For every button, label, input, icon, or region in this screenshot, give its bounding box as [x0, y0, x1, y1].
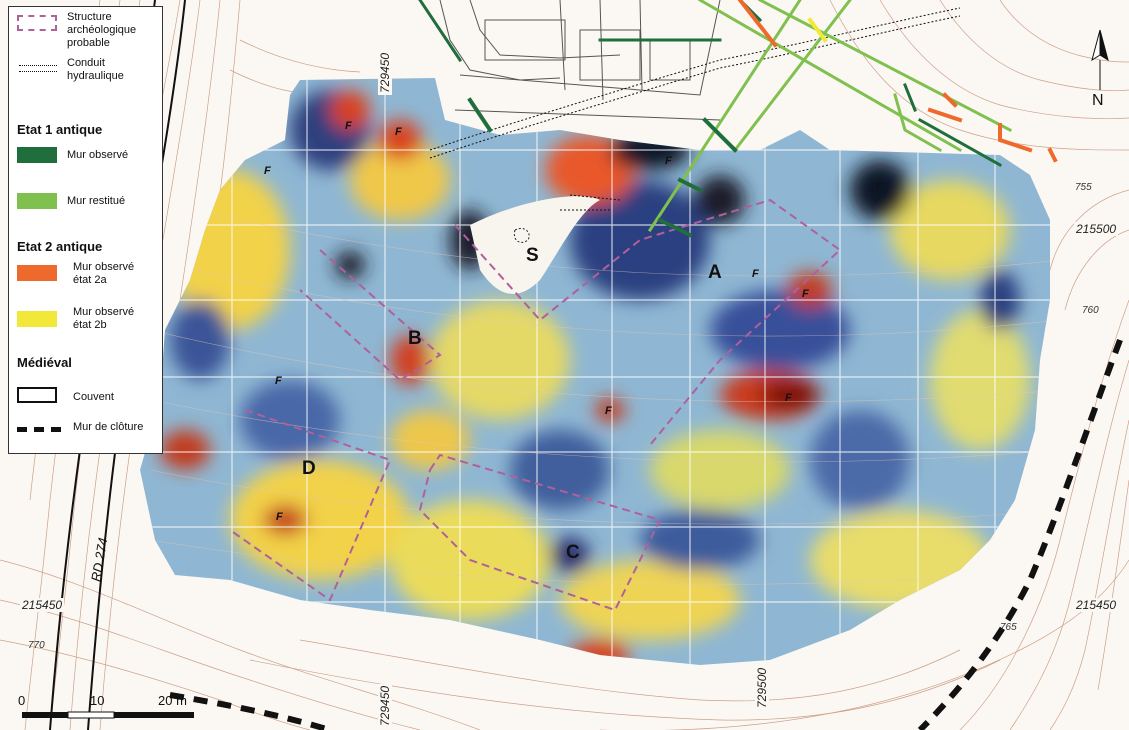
cloture-swatch — [17, 427, 61, 432]
f-label: F — [605, 405, 612, 417]
zone-s-label: S — [526, 245, 539, 266]
legend-mur-restitue: Mur restitué — [67, 195, 126, 207]
zone-c-label: C — [566, 542, 580, 563]
coord-x-bottom-2: 729500 — [755, 665, 769, 710]
coord-x-top-1: 729450 — [378, 50, 392, 95]
scale-bar — [22, 711, 194, 719]
structure-swatch — [17, 15, 57, 31]
legend-etat2-title: Etat 2 antique — [17, 239, 103, 254]
scale-twenty: 20 m — [158, 693, 187, 708]
scale-zero: 0 — [18, 693, 26, 708]
enclosure-wall — [169, 338, 1123, 730]
zone-a-label: A — [708, 262, 722, 283]
legend-structure: Structure archéologique probable — [67, 11, 137, 49]
legend-conduit: Conduit hydraulique — [67, 57, 124, 82]
f-label: F — [276, 511, 283, 523]
coord-y-left-2: 215450 — [20, 598, 65, 612]
scale-ten: 10 — [90, 693, 105, 708]
north-label: N — [1092, 92, 1104, 109]
north-arrow — [1091, 29, 1109, 90]
f-label: F — [665, 155, 672, 167]
f-label: F — [345, 120, 352, 132]
legend: Structure archéologique probable Conduit… — [8, 6, 163, 454]
coord-y-right-2: 215450 — [1074, 598, 1119, 612]
conduit-swatch — [19, 65, 57, 72]
couvent-swatch — [17, 387, 57, 403]
mur-2b-swatch — [17, 311, 57, 327]
contour-770: 770 — [28, 640, 45, 651]
f-label: F — [264, 165, 271, 177]
f-label: F — [785, 392, 792, 404]
f-label: F — [275, 375, 282, 387]
coord-y-right-1: 215500 — [1074, 222, 1119, 236]
legend-mur-cloture: Mur de clôture — [73, 421, 144, 433]
f-label: F — [876, 181, 883, 193]
contour-765: 765 — [1000, 622, 1017, 633]
probable-structures — [229, 198, 842, 612]
zone-b-label: B — [408, 328, 422, 349]
mur-restitue-swatch — [17, 193, 57, 209]
legend-medieval-title: Médiéval — [17, 355, 72, 370]
hydraulic-conduit — [429, 7, 961, 211]
legend-etat1-title: Etat 1 antique — [17, 122, 103, 137]
geophysical-survey — [140, 78, 1050, 665]
s-area — [470, 196, 600, 294]
legend-couvent: Couvent — [73, 391, 114, 403]
mur-2a-swatch — [17, 265, 57, 281]
walls-etat2 — [737, 0, 1058, 163]
zone-d-label: D — [302, 458, 316, 479]
legend-mur-2b: Mur observé état 2b — [73, 306, 135, 331]
f-label: F — [802, 288, 809, 300]
mur-observe-swatch — [17, 147, 57, 163]
legend-mur-observe: Mur observé — [67, 149, 129, 161]
contour-755: 755 — [1075, 182, 1092, 193]
legend-mur-2a: Mur observé état 2a — [73, 261, 135, 286]
f-label: F — [752, 268, 759, 280]
coord-x-bottom-1: 729450 — [378, 683, 392, 728]
walls-etat1 — [418, 0, 1013, 238]
contour-760: 760 — [1082, 305, 1099, 316]
f-label: F — [395, 126, 402, 138]
